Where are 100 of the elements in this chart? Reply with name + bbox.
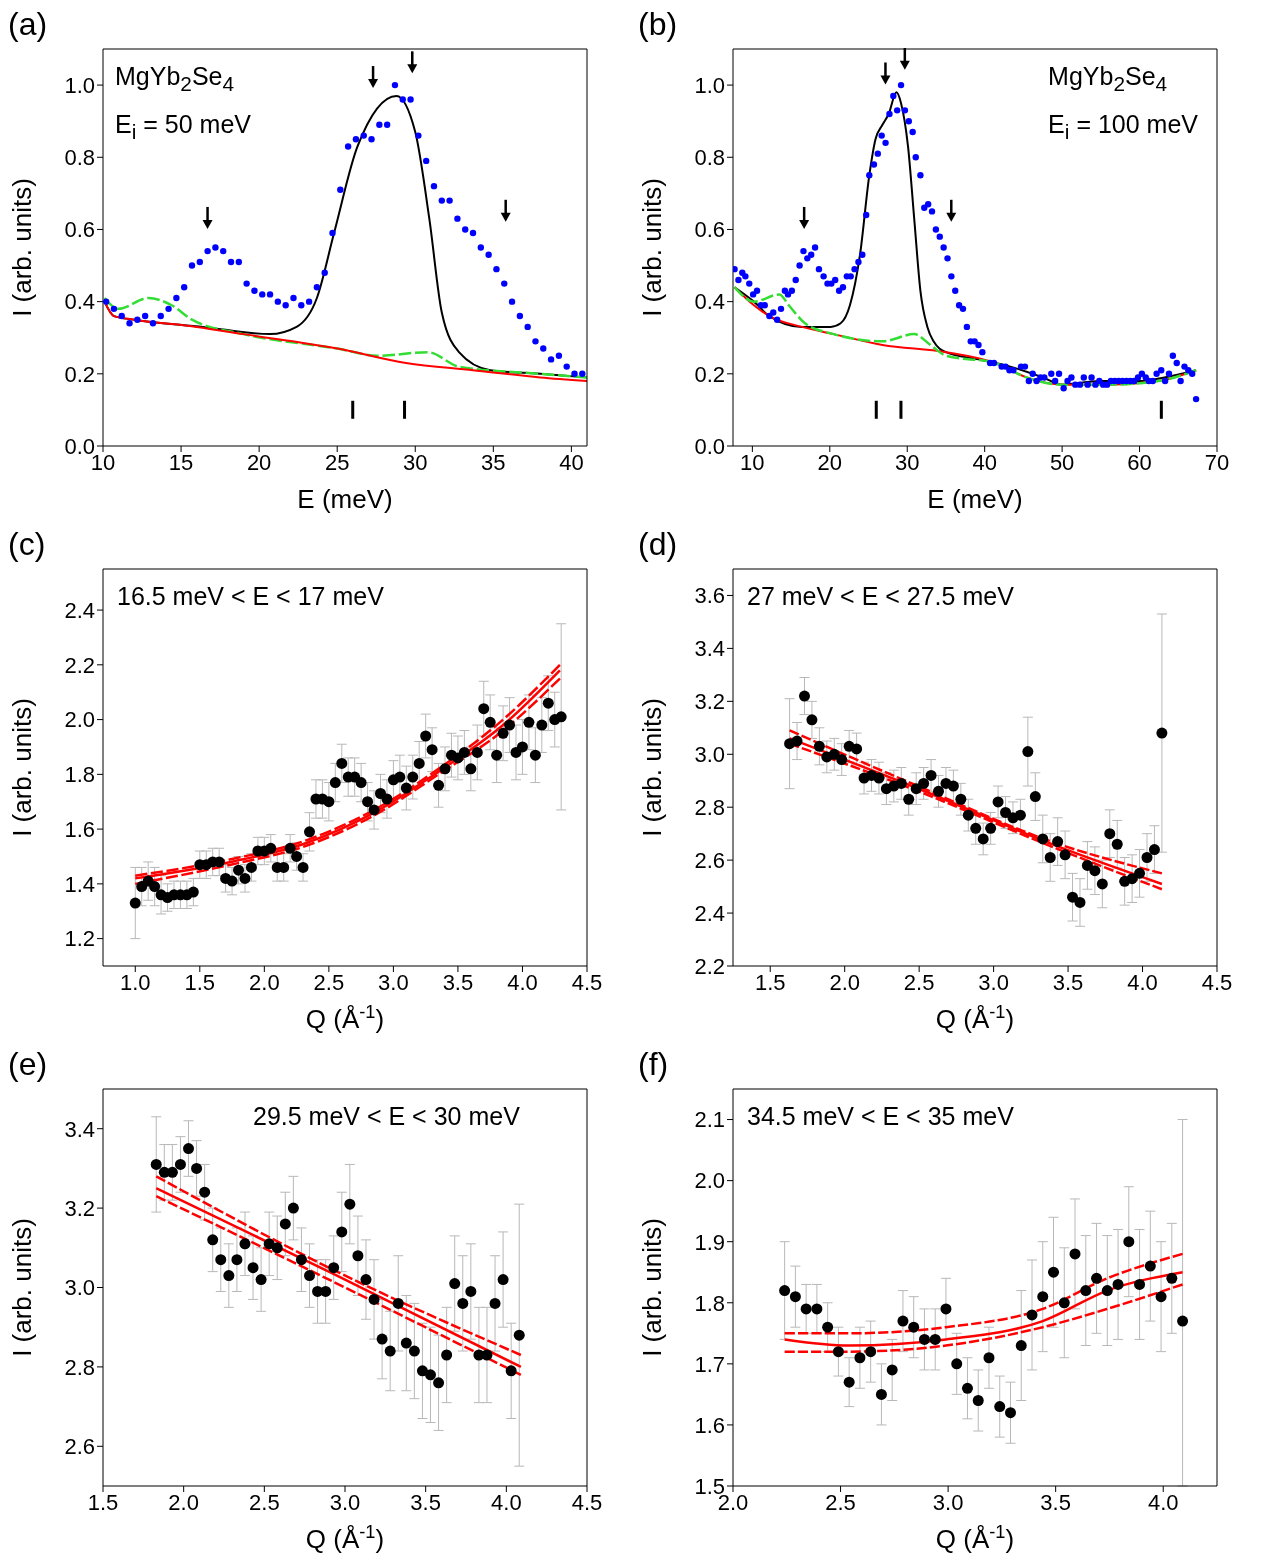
x-tick-label: 1.0 (119, 969, 151, 995)
y-tick-label: 1.0 (694, 72, 725, 98)
annotation: 29.5 meV < E < 30 meV (253, 1101, 520, 1132)
y-tick-label: 3.0 (64, 1275, 95, 1301)
point (925, 769, 937, 781)
point (779, 1285, 791, 1297)
chart-title: (b) (638, 6, 678, 42)
y-tick-label: 3.0 (694, 742, 725, 768)
y-tick-label: 2.2 (64, 652, 95, 678)
point (465, 1285, 477, 1297)
point (992, 796, 1004, 808)
point (1104, 828, 1116, 840)
annotation: 34.5 meV < E < 35 meV (747, 1101, 1014, 1132)
x-tick-label: 3.0 (978, 969, 1009, 995)
x-tick-label: 40 (559, 449, 584, 475)
y-tick-label: 2.8 (694, 795, 725, 821)
y-tick-label: 2.0 (64, 707, 95, 733)
annotation: E$_{i}$ = 100 meV (1048, 109, 1198, 145)
point (1037, 1291, 1049, 1303)
x-tick-label: 60 (1127, 449, 1152, 475)
y-axis-title: I (arb. units) (7, 698, 37, 837)
point (239, 1238, 251, 1250)
point (1177, 1315, 1189, 1327)
point (207, 1234, 219, 1246)
x-tick-label: 30 (895, 449, 920, 475)
point (1059, 849, 1071, 861)
point (376, 1333, 388, 1345)
point (457, 1297, 469, 1309)
point (433, 1377, 445, 1389)
point (1148, 844, 1160, 856)
chart-title: (a) (8, 6, 48, 42)
point (150, 1158, 162, 1170)
y-tick-label: 2.4 (694, 900, 725, 926)
x-axis-title: Q (Å$^{-1}$) (305, 1522, 385, 1554)
point (977, 833, 989, 845)
point (174, 1158, 186, 1170)
x-tick-label: 10 (740, 449, 765, 475)
x-tick-label: 2.0 (249, 969, 280, 995)
x-tick-label: 3.5 (410, 1489, 441, 1515)
x-tick-label: 50 (1049, 449, 1075, 475)
point (800, 1303, 812, 1315)
point (320, 1285, 332, 1297)
point (1091, 1272, 1103, 1284)
point (255, 1274, 267, 1286)
x-tick-label: 3.0 (932, 1489, 964, 1515)
x-tick-label: 1.5 (184, 969, 216, 995)
annotation: 27 meV < E < 27.5 meV (747, 581, 1014, 612)
point (1000, 806, 1012, 818)
point (813, 740, 825, 752)
point (897, 1315, 909, 1327)
x-tick-label: 3.0 (329, 1489, 361, 1515)
x-axis-title: Q (Å$^{-1}$) (305, 1002, 385, 1034)
point (271, 1242, 283, 1254)
y-tick-label: 0.6 (64, 217, 95, 243)
point (940, 1303, 952, 1315)
point (873, 772, 885, 784)
x-axis-title: Q (Å$^{-1}$) (935, 1522, 1015, 1554)
point (851, 743, 863, 755)
point (1074, 896, 1086, 908)
point (384, 1345, 396, 1357)
point (279, 1218, 291, 1230)
x-tick-label: 4.0 (1127, 969, 1158, 995)
point (231, 1254, 243, 1266)
point (1069, 1248, 1081, 1260)
point (918, 777, 930, 789)
annotation: MgYb$_{2}$Se$_{4}$ (115, 61, 236, 97)
point (1141, 851, 1153, 863)
x-tick-label: 4.0 (1147, 1489, 1179, 1515)
point (947, 780, 959, 792)
chart-title: (c) (8, 526, 46, 562)
point (368, 1293, 380, 1305)
point (1081, 859, 1093, 871)
point (961, 1382, 973, 1394)
point (1134, 867, 1146, 879)
x-tick-label: 40 (972, 449, 997, 475)
y-tick-label: 3.2 (64, 1195, 95, 1221)
x-axis-title: E (meV) (927, 484, 1023, 514)
point (1037, 833, 1049, 845)
x-tick-label: 3.5 (1052, 969, 1084, 995)
y-tick-label: 0.4 (64, 289, 95, 315)
point (1156, 727, 1168, 739)
x-tick-label: 15 (168, 449, 194, 475)
y-tick-label: 2.6 (694, 847, 725, 873)
x-tick-label: 35 (481, 449, 506, 475)
y-tick-label: 2.0 (694, 1168, 725, 1194)
y-tick-label: 1.8 (64, 762, 95, 788)
point (1112, 1278, 1124, 1290)
point (1015, 1340, 1027, 1352)
x-tick-label: 4.5 (1201, 969, 1233, 995)
point (183, 1143, 195, 1155)
x-tick-label: 2.0 (829, 969, 860, 995)
x-tick-label: 3.5 (442, 969, 474, 995)
point (352, 1250, 364, 1262)
y-tick-label: 2.4 (64, 597, 95, 623)
point (449, 1278, 461, 1290)
y-tick-label: 1.7 (694, 1351, 725, 1377)
y-tick-label: 3.4 (64, 1116, 95, 1142)
point (328, 1262, 340, 1274)
y-tick-label: 0.4 (694, 289, 725, 315)
point (806, 714, 818, 726)
